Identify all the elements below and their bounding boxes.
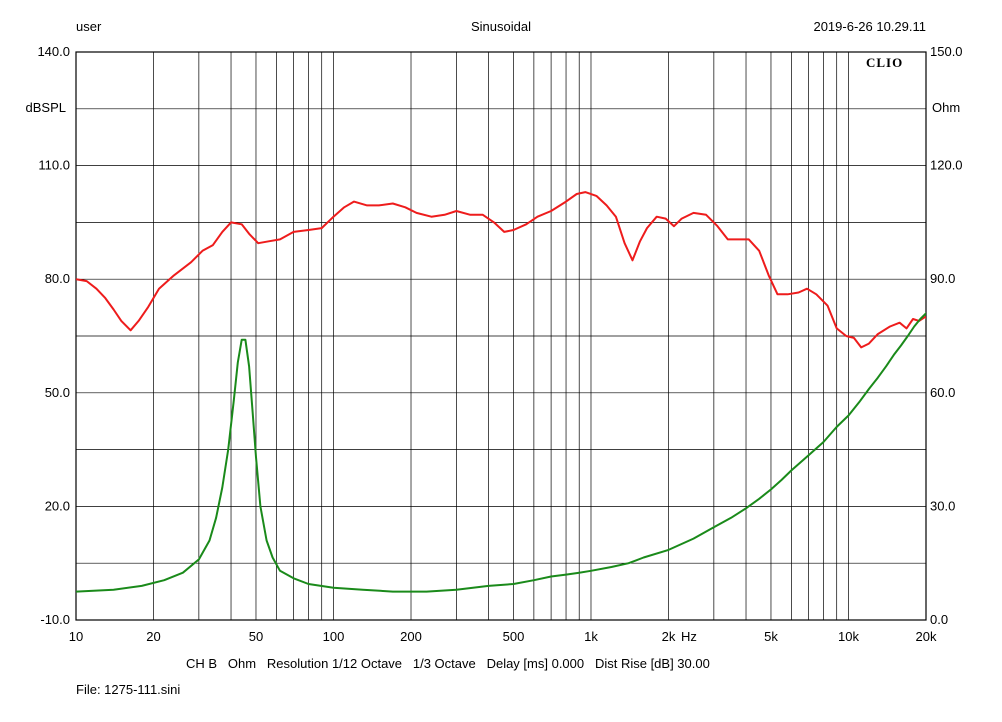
chart-grid [75, 51, 927, 621]
x-tick-label: 100 [323, 629, 345, 644]
y-left-tick-label: 80.0 [45, 271, 70, 286]
y-right-axis-label: Ohm [932, 100, 960, 115]
x-unit-label: Hz [681, 629, 697, 644]
x-tick-label: 2k [662, 629, 676, 644]
impedance-curve [76, 311, 926, 593]
y-left-tick-label: 50.0 [45, 385, 70, 400]
x-tick-labels: 10 20 50 100 200 500 1k 2k 5k 10k 20k [69, 629, 937, 644]
y-right-tick-label: 150.0 [930, 44, 963, 59]
y-left-axis-label: dBSPL [26, 100, 66, 115]
y-right-tick-labels: 0.0 30.0 60.0 90.0 120.0 150.0 [930, 44, 963, 627]
x-tick-label: 20 [146, 629, 160, 644]
x-tick-label: 50 [249, 629, 263, 644]
x-tick-label: 20k [916, 629, 937, 644]
header-mode: Sinusoidal [471, 19, 531, 34]
y-left-tick-labels: -10.0 20.0 50.0 80.0 110.0 140.0 [37, 44, 70, 627]
footer-file: File: 1275-111.sini [76, 682, 180, 697]
footer-settings: CH B Ohm Resolution 1/12 Octave 1/3 Octa… [186, 656, 710, 671]
series-layer [76, 191, 926, 593]
x-tick-label: 1k [584, 629, 598, 644]
y-left-tick-label: 20.0 [45, 498, 70, 513]
y-left-tick-label: -10.0 [40, 612, 70, 627]
y-right-tick-label: 60.0 [930, 385, 955, 400]
y-left-tick-label: 140.0 [37, 44, 70, 59]
spl-curve [76, 191, 926, 349]
y-right-tick-label: 90.0 [930, 271, 955, 286]
y-left-tick-label: 110.0 [38, 158, 70, 173]
clio-logo: CLIO [866, 55, 903, 70]
y-right-tick-label: 30.0 [930, 498, 955, 513]
y-right-tick-label: 0.0 [930, 612, 948, 627]
x-tick-label: 10k [838, 629, 859, 644]
y-right-tick-label: 120.0 [930, 158, 963, 173]
header-user: user [76, 19, 102, 34]
plot-frame [75, 51, 927, 621]
header-datetime: 2019-6-26 10.29.11 [813, 19, 926, 34]
x-tick-label: 5k [764, 629, 778, 644]
x-tick-label: 200 [400, 629, 422, 644]
x-tick-label: 500 [503, 629, 525, 644]
x-tick-label: 10 [69, 629, 83, 644]
